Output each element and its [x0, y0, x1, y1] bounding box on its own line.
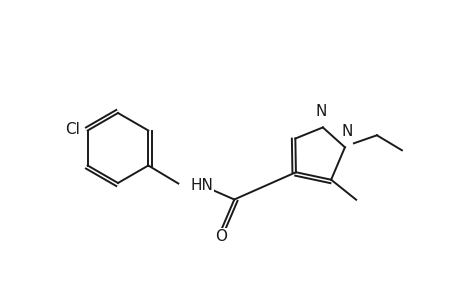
Text: N: N — [314, 104, 326, 119]
Text: HN: HN — [190, 178, 213, 193]
Text: N: N — [341, 124, 352, 139]
Text: O: O — [215, 229, 227, 244]
Text: Cl: Cl — [65, 122, 79, 137]
